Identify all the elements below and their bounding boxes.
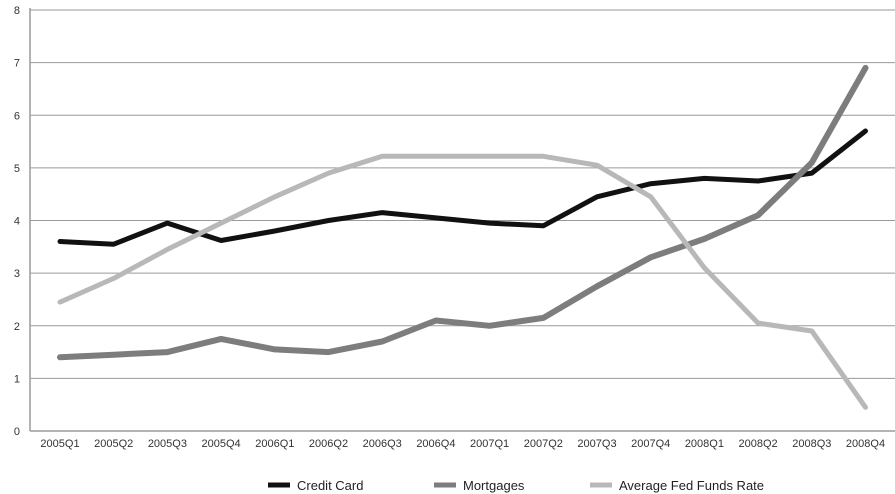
x-tick-label: 2008Q3 (792, 438, 831, 450)
y-tick-label: 2 (14, 321, 20, 333)
x-tick-label: 2005Q2 (94, 438, 133, 450)
x-tick-label: 2006Q1 (255, 438, 294, 450)
y-tick-label: 0 (14, 426, 20, 438)
x-tick-label: 2005Q4 (202, 438, 241, 450)
series-line-average-fed-funds-rate (57, 153, 868, 410)
x-tick-label: 2006Q3 (363, 438, 402, 450)
legend-label: Average Fed Funds Rate (619, 478, 764, 493)
x-axis: 2005Q1 2005Q2 2005Q3 2005Q4 2006Q1 2006Q2 2006… (40, 438, 885, 450)
y-tick-label: 1 (14, 373, 20, 385)
x-tick-label: 2007Q1 (470, 438, 509, 450)
legend-label: Credit Card (297, 478, 363, 493)
x-tick-label: 2007Q3 (577, 438, 616, 450)
x-tick-label: 2007Q4 (631, 438, 670, 450)
x-tick-label: 2008Q2 (739, 438, 778, 450)
series-lines (57, 64, 869, 410)
x-tick-label: 2007Q2 (524, 438, 563, 450)
x-tick-label: 2008Q4 (846, 438, 885, 450)
y-tick-label: 3 (14, 268, 20, 280)
x-tick-label: 2006Q4 (416, 438, 455, 450)
y-tick-label: 4 (14, 216, 20, 228)
y-tick-label: 6 (14, 110, 20, 122)
y-tick-label: 8 (14, 5, 20, 17)
y-tick-label: 7 (14, 58, 20, 70)
y-axis: 0 1 2 3 4 5 6 7 8 (14, 5, 31, 438)
legend: Credit Card Mortgages Average Fed Funds Ra… (268, 478, 764, 493)
series-line-credit-card (57, 128, 868, 247)
x-tick-label: 2006Q2 (309, 438, 348, 450)
x-tick-label: 2008Q1 (685, 438, 724, 450)
x-tick-label: 2005Q1 (40, 438, 79, 450)
series-line-mortgages (57, 64, 869, 361)
y-tick-label: 5 (14, 163, 20, 175)
legend-label: Mortgages (463, 478, 525, 493)
x-tick-label: 2005Q3 (148, 438, 187, 450)
